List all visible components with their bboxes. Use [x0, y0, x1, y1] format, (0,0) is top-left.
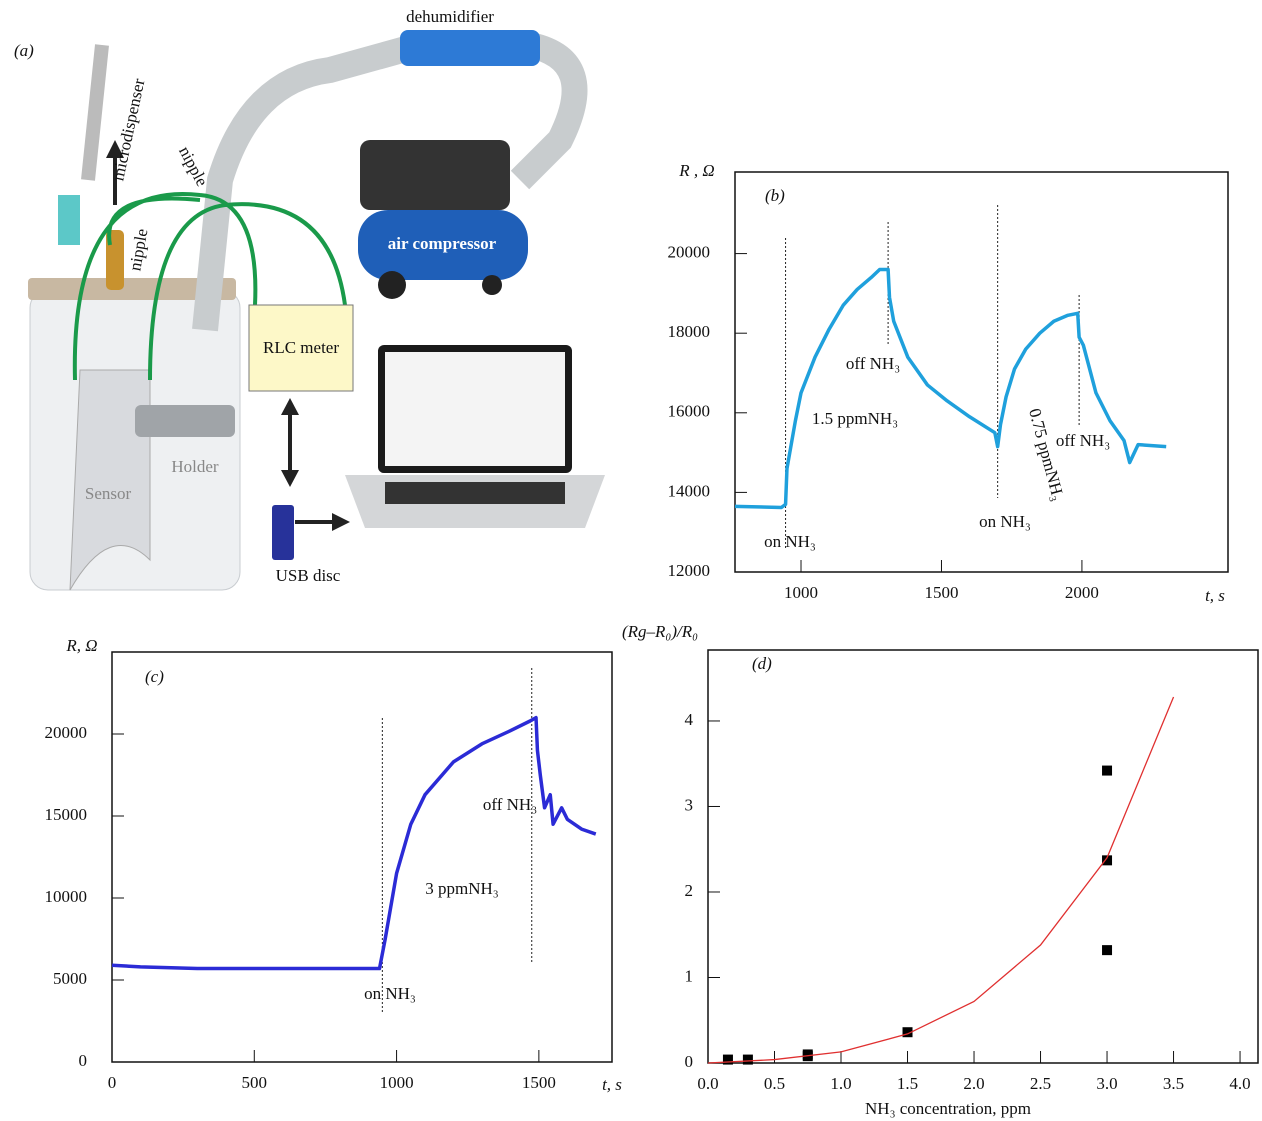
keyboard: [385, 482, 565, 504]
nipple: [106, 230, 124, 290]
x-axis-label: t, s: [602, 1075, 622, 1094]
x-tick-label: 3.5: [1163, 1074, 1184, 1093]
x-tick-label: 2.0: [963, 1074, 984, 1093]
compressor-tank: [358, 210, 528, 280]
arrowhead: [332, 513, 350, 531]
dehumidifier: [400, 30, 540, 66]
needle: [58, 195, 80, 245]
label: Holder: [171, 457, 219, 476]
label: nipple: [175, 143, 212, 189]
data-point: [742, 1054, 753, 1065]
plot-frame: [111, 651, 613, 1063]
label: nipple: [125, 227, 151, 272]
data-point: [722, 1054, 733, 1065]
y-tick-label: 0: [685, 1052, 694, 1071]
compressor-motor: [360, 140, 510, 210]
x-tick-label: 500: [242, 1073, 268, 1092]
event-label: on NH₃: [364, 984, 416, 1003]
annotation: 1.5 ppmNH₃: [812, 409, 898, 428]
x-tick-label: 3.0: [1096, 1074, 1117, 1093]
x-tick-label: 1.5: [897, 1074, 918, 1093]
microdispenser-body: [81, 44, 109, 181]
plot-frame: [707, 649, 1259, 1064]
data-line: [734, 267, 1167, 510]
x-tick-label: 1000: [784, 583, 818, 602]
panel-label: (d): [752, 654, 772, 673]
y-tick-label: 18000: [668, 322, 711, 341]
data-line: [111, 715, 597, 971]
data-point: [1102, 945, 1113, 956]
label: Sensor: [85, 484, 132, 503]
fit-curve: [707, 696, 1175, 1064]
label: USB disc: [276, 566, 341, 585]
x-tick-label: 1.0: [830, 1074, 851, 1093]
panel-label: (b): [765, 186, 785, 205]
x-tick-label: 1500: [924, 583, 958, 602]
x-tick-label: 0.0: [697, 1074, 718, 1093]
annotation: 0.75 ppmNH₃: [1025, 406, 1068, 502]
y-tick-label: 0: [79, 1051, 88, 1070]
usb-disc: [272, 505, 294, 560]
panel-label: (a): [14, 41, 34, 60]
y-tick-label: 5000: [53, 969, 87, 988]
y-axis-label: R , Ω: [678, 161, 714, 180]
panel-label: (c): [145, 667, 164, 686]
y-tick-label: 3: [685, 795, 694, 814]
arrowhead: [106, 140, 124, 158]
data-point: [902, 1027, 913, 1038]
rlc-meter: [248, 304, 354, 392]
setup-diagram: (a) dehumidifier microdispenser nipple n…: [14, 7, 605, 591]
data-point: [1102, 855, 1113, 866]
spreadsheet: [385, 352, 565, 466]
label: air compressor: [388, 234, 497, 253]
label: dehumidifier: [406, 7, 494, 26]
x-tick-label: 1500: [522, 1073, 556, 1092]
tube: [192, 32, 424, 332]
sensor: [69, 369, 151, 591]
label: RLC meter: [263, 338, 339, 357]
x-tick-label: 0.5: [764, 1074, 785, 1093]
x-tick-label: 1000: [380, 1073, 414, 1092]
x-tick-label: 2000: [1065, 583, 1099, 602]
x-tick-label: 4.0: [1229, 1074, 1250, 1093]
event-label: off NH₃: [483, 795, 537, 814]
x-axis-label: NH₃ concentration, ppm: [865, 1099, 1031, 1118]
tube: [510, 32, 588, 190]
holder: [135, 405, 235, 437]
y-tick-label: 16000: [668, 402, 711, 421]
y-tick-label: 10000: [45, 887, 88, 906]
y-tick-label: 14000: [668, 481, 711, 500]
event-label: on NH₃: [764, 532, 816, 551]
cable: [72, 191, 347, 381]
x-axis-label: t, s: [1205, 586, 1225, 605]
data-point: [802, 1049, 813, 1060]
event-label: off NH₃: [846, 354, 900, 373]
y-tick-label: 12000: [668, 561, 711, 580]
y-tick-label: 15000: [45, 805, 88, 824]
y-axis-label: (Rg–R₀)/R₀: [622, 622, 698, 641]
annotation: 3 ppmNH₃: [425, 879, 499, 898]
event-label: off NH₃: [1056, 431, 1110, 450]
y-tick-label: 20000: [45, 723, 88, 742]
y-tick-label: 4: [685, 710, 694, 729]
x-tick-label: 2.5: [1030, 1074, 1051, 1093]
y-tick-label: 1: [685, 966, 694, 985]
plot-frame: [734, 171, 1229, 573]
y-tick-label: 2: [685, 881, 694, 900]
x-tick-label: 0: [108, 1073, 117, 1092]
y-axis-label: R, Ω: [65, 636, 97, 655]
data-point: [1102, 765, 1113, 776]
wheel: [378, 271, 406, 299]
wheel: [482, 275, 502, 295]
label: microdispenser: [108, 77, 148, 183]
y-tick-label: 20000: [668, 242, 711, 261]
event-label: on NH₃: [979, 512, 1031, 531]
